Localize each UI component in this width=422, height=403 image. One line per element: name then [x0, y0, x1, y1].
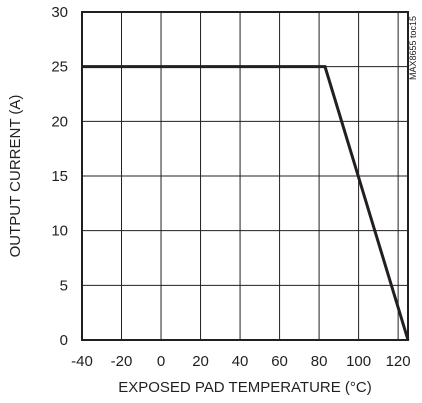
x-tick-label: 40 [232, 353, 249, 370]
y-tick-label: 0 [60, 332, 68, 349]
plot-frame [81, 11, 409, 341]
x-tick-label: 60 [271, 353, 288, 370]
y-tick-label: 25 [51, 59, 68, 76]
x-tick-label: 0 [157, 353, 165, 370]
x-tick-labels: -40 -20 0 20 40 60 80 100 120 [71, 353, 410, 370]
x-axis-title: EXPOSED PAD TEMPERATURE (°C) [118, 379, 372, 396]
y-tick-label: 5 [60, 277, 68, 294]
x-tick-label: -20 [111, 353, 133, 370]
x-tick-label: 100 [346, 353, 371, 370]
y-tick-label: 30 [51, 4, 68, 21]
x-tick-label: 80 [311, 353, 328, 370]
x-tick-label: 120 [386, 353, 411, 370]
figure-id-label: MAX8655 toc15 [408, 16, 418, 80]
x-tick-label: -40 [71, 353, 93, 370]
y-tick-label: 20 [51, 113, 68, 130]
x-tick-label: 20 [192, 353, 209, 370]
y-tick-label: 15 [51, 168, 68, 185]
y-tick-label: 10 [51, 223, 68, 240]
output-current-line [82, 65, 410, 341]
y-axis-title: OUTPUT CURRENT (A) [7, 95, 24, 258]
y-tick-labels: 0 5 10 15 20 25 30 [51, 4, 68, 349]
